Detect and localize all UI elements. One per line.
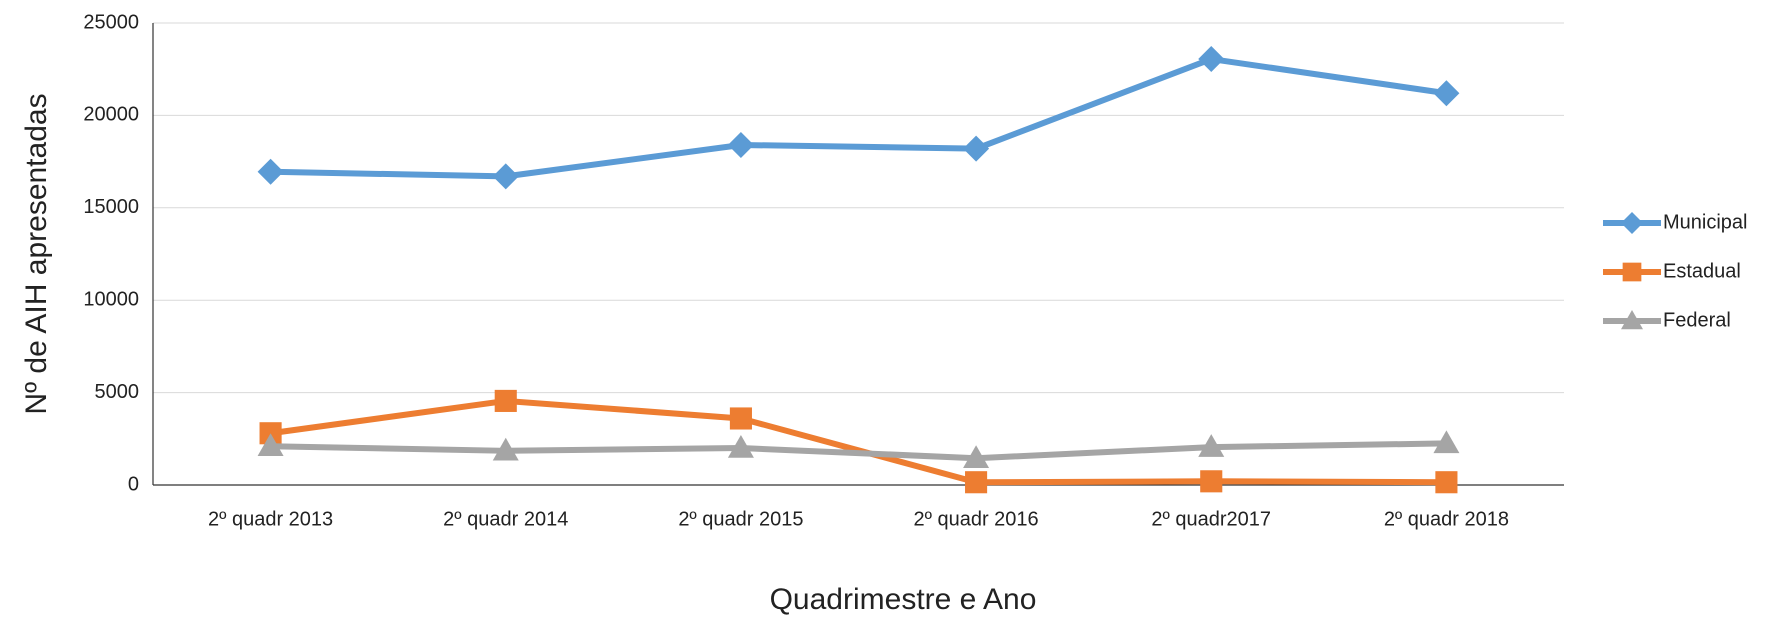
marker (965, 471, 988, 494)
marker (1433, 80, 1460, 107)
marker (727, 435, 754, 458)
x-tick-label: 2º quadr2017 (1151, 508, 1271, 530)
marker (1198, 46, 1225, 73)
marker (729, 407, 752, 430)
marker (727, 131, 754, 158)
marker (1198, 434, 1225, 457)
x-axis-title: Quadrimestre e Ano (770, 583, 1037, 616)
marker (963, 135, 990, 162)
marker (1622, 262, 1642, 282)
marker (1621, 310, 1643, 330)
y-tick-label: 10000 (83, 288, 139, 310)
x-tick-label: 2º quadr 2013 (208, 508, 333, 530)
marker (963, 445, 990, 468)
x-tick-label: 2º quadr 2015 (678, 508, 803, 530)
series-line (270, 440, 1447, 462)
marker (1200, 470, 1223, 493)
x-tick-label: 2º quadr 2016 (913, 508, 1038, 530)
marker (492, 437, 519, 461)
y-tick-label: 25000 (83, 11, 139, 33)
marker (1433, 430, 1460, 454)
x-tick-label: 2º quadr 2014 (443, 508, 568, 530)
marker (492, 163, 519, 190)
marker (257, 433, 284, 456)
marker (1435, 471, 1458, 494)
x-tick-label: 2º quadr 2018 (1384, 508, 1509, 530)
y-tick-label: 5000 (95, 381, 140, 403)
legend-label: Federal (1663, 309, 1731, 331)
marker (1621, 212, 1643, 234)
y-tick-label: 15000 (83, 196, 139, 218)
marker (494, 389, 517, 412)
series-line (270, 397, 1447, 486)
series-line (270, 56, 1447, 180)
marker (257, 158, 284, 185)
y-tick-label: 0 (128, 473, 139, 495)
legend-label: Municipal (1663, 211, 1747, 233)
y-tick-label: 20000 (83, 104, 139, 126)
y-axis-title: Nº de AIH apresentadas (20, 93, 53, 414)
legend-label: Estadual (1663, 260, 1741, 282)
